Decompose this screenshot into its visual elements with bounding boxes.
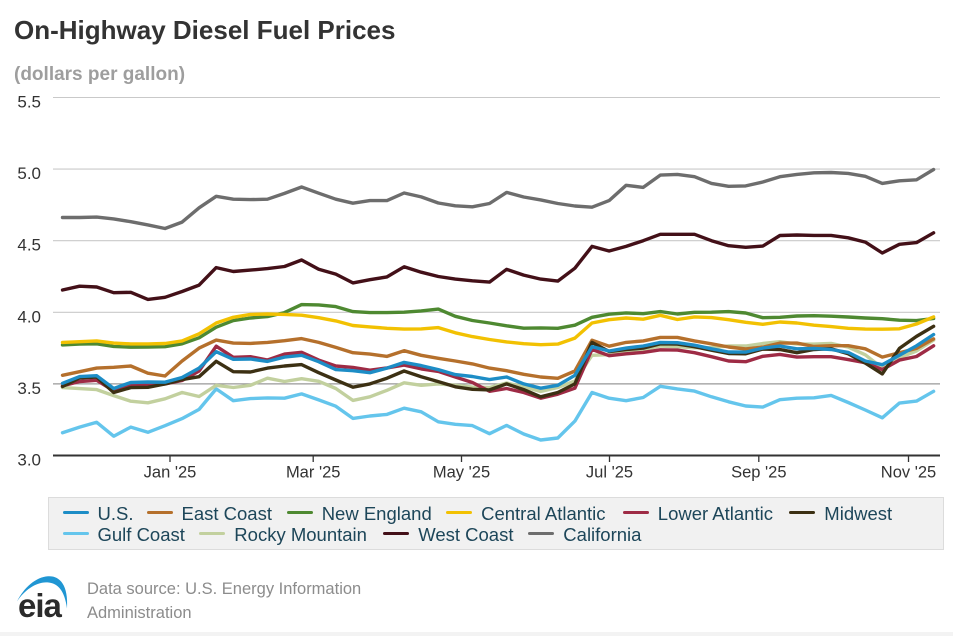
svg-text:Jan '25: Jan '25 [144, 464, 197, 482]
svg-text:eia: eia [18, 587, 63, 624]
svg-text:Jul '25: Jul '25 [586, 464, 633, 482]
svg-text:3.0: 3.0 [17, 451, 41, 470]
svg-text:5.5: 5.5 [17, 93, 41, 112]
svg-text:Nov '25: Nov '25 [881, 464, 936, 482]
svg-text:Mar '25: Mar '25 [286, 464, 341, 482]
svg-text:4.5: 4.5 [17, 236, 41, 255]
svg-text:4.0: 4.0 [17, 307, 41, 326]
svg-text:Sep '25: Sep '25 [731, 464, 786, 482]
svg-text:May '25: May '25 [433, 464, 490, 482]
svg-text:3.5: 3.5 [17, 379, 41, 398]
svg-text:5.0: 5.0 [17, 164, 41, 183]
